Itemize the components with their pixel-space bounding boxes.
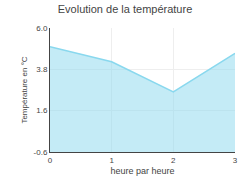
svg-text:Evolution de la température: Evolution de la température xyxy=(58,3,193,15)
svg-text:3.8: 3.8 xyxy=(36,65,48,74)
svg-text:1.6: 1.6 xyxy=(36,106,48,115)
svg-text:6.0: 6.0 xyxy=(36,24,48,33)
svg-text:-0.6: -0.6 xyxy=(34,148,48,157)
svg-text:1: 1 xyxy=(109,156,114,165)
svg-text:2: 2 xyxy=(171,156,176,165)
svg-text:Température en °C: Température en °C xyxy=(20,56,29,123)
svg-text:heure par heure: heure par heure xyxy=(110,166,174,176)
svg-text:3: 3 xyxy=(233,156,238,165)
svg-text:0: 0 xyxy=(48,156,53,165)
